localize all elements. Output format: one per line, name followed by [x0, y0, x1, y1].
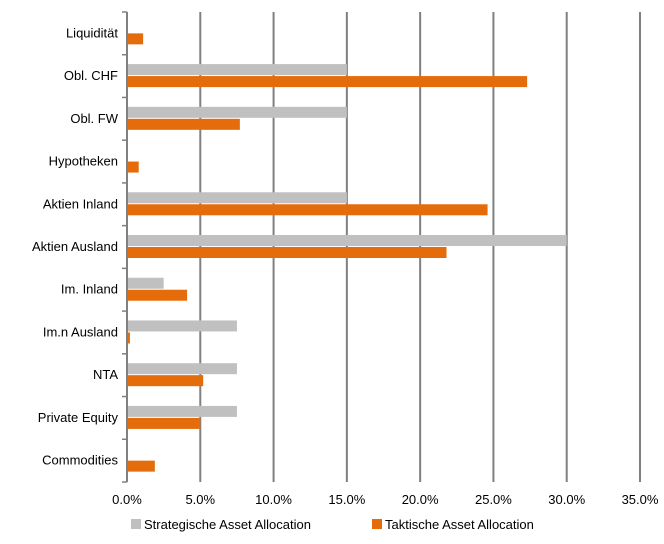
bar-strategic [127, 106, 347, 118]
bar-strategic [127, 320, 237, 332]
bar-tactical [127, 332, 130, 344]
x-tick-label: 25.0% [475, 492, 512, 507]
bars [127, 33, 567, 472]
bar-tactical [127, 247, 447, 258]
x-tick-label: 10.0% [255, 492, 292, 507]
bar-tactical [127, 118, 240, 130]
category-label: Private Equity [38, 410, 119, 425]
x-tick-label: 15.0% [328, 492, 365, 507]
bar-strategic [127, 64, 347, 76]
bar-tactical [127, 460, 155, 472]
category-label: Obl. FW [70, 111, 118, 126]
category-label: Obl. CHF [64, 68, 118, 83]
category-label: Im.n Ausland [43, 324, 118, 339]
x-tick-label: 0.0% [112, 492, 142, 507]
x-tick-label: 5.0% [185, 492, 215, 507]
bar-strategic [127, 405, 237, 417]
bar-tactical [127, 417, 201, 429]
tick-labels: 0.0% 5.0% 10.0% 15.0% 20.0% 25.0% 30.0% 35.0% [112, 492, 659, 507]
bar-tactical [127, 204, 488, 216]
axes [122, 11, 128, 483]
legend-swatch-strategic [131, 519, 141, 529]
bar-strategic [127, 277, 164, 289]
bar-tactical [127, 289, 188, 301]
legend-swatch-tactical [372, 519, 382, 529]
x-tick-label: 35.0% [622, 492, 659, 507]
x-tick-label: 30.0% [548, 492, 585, 507]
category-label: Im. Inland [61, 282, 118, 297]
x-tick-label: 20.0% [402, 492, 439, 507]
legend: Strategische Asset Allocation Taktische A… [131, 517, 534, 532]
bar-strategic [127, 363, 237, 375]
category-label: NTA [93, 367, 118, 382]
bar-tactical [127, 76, 528, 88]
legend-label-strategic: Strategische Asset Allocation [144, 517, 311, 532]
bar-strategic [127, 235, 567, 246]
category-label: Hypotheken [49, 154, 118, 169]
bar-strategic [127, 192, 347, 204]
category-labels: Liquidität Obl. CHF Obl. FW Hypotheken Aktie… [32, 25, 119, 467]
bar-tactical [127, 161, 139, 173]
category-label: Liquidität [66, 25, 118, 40]
bar-tactical [127, 375, 204, 387]
category-label: Commodities [42, 453, 118, 468]
category-label: Aktien Ausland [32, 239, 118, 254]
category-label: Aktien Inland [43, 196, 118, 211]
bar-tactical [127, 33, 144, 45]
legend-label-tactical: Taktische Asset Allocation [385, 517, 534, 532]
